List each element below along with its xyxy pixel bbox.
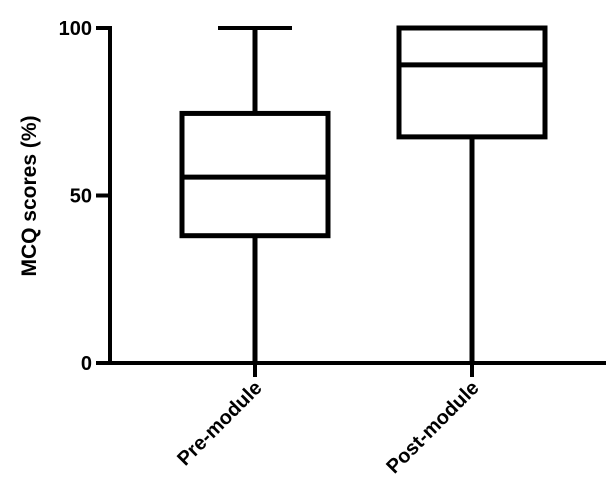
y-ticks: 0 50 100 <box>59 18 110 375</box>
x-tick-label: Post-module <box>382 377 483 478</box>
box-pre-module <box>179 26 331 363</box>
iqr-box <box>396 25 548 140</box>
y-tick-label: 0 <box>81 353 92 375</box>
iqr-box <box>179 110 331 239</box>
box-post-module <box>396 25 548 363</box>
y-axis-label: MCQ scores (%) <box>18 115 41 276</box>
x-tick-label: Pre-module <box>173 377 266 470</box>
boxes <box>179 25 548 363</box>
y-tick-label: 100 <box>59 18 92 40</box>
y-tick-label: 50 <box>70 186 92 208</box>
x-ticks: Pre-module Post-module <box>173 363 484 478</box>
